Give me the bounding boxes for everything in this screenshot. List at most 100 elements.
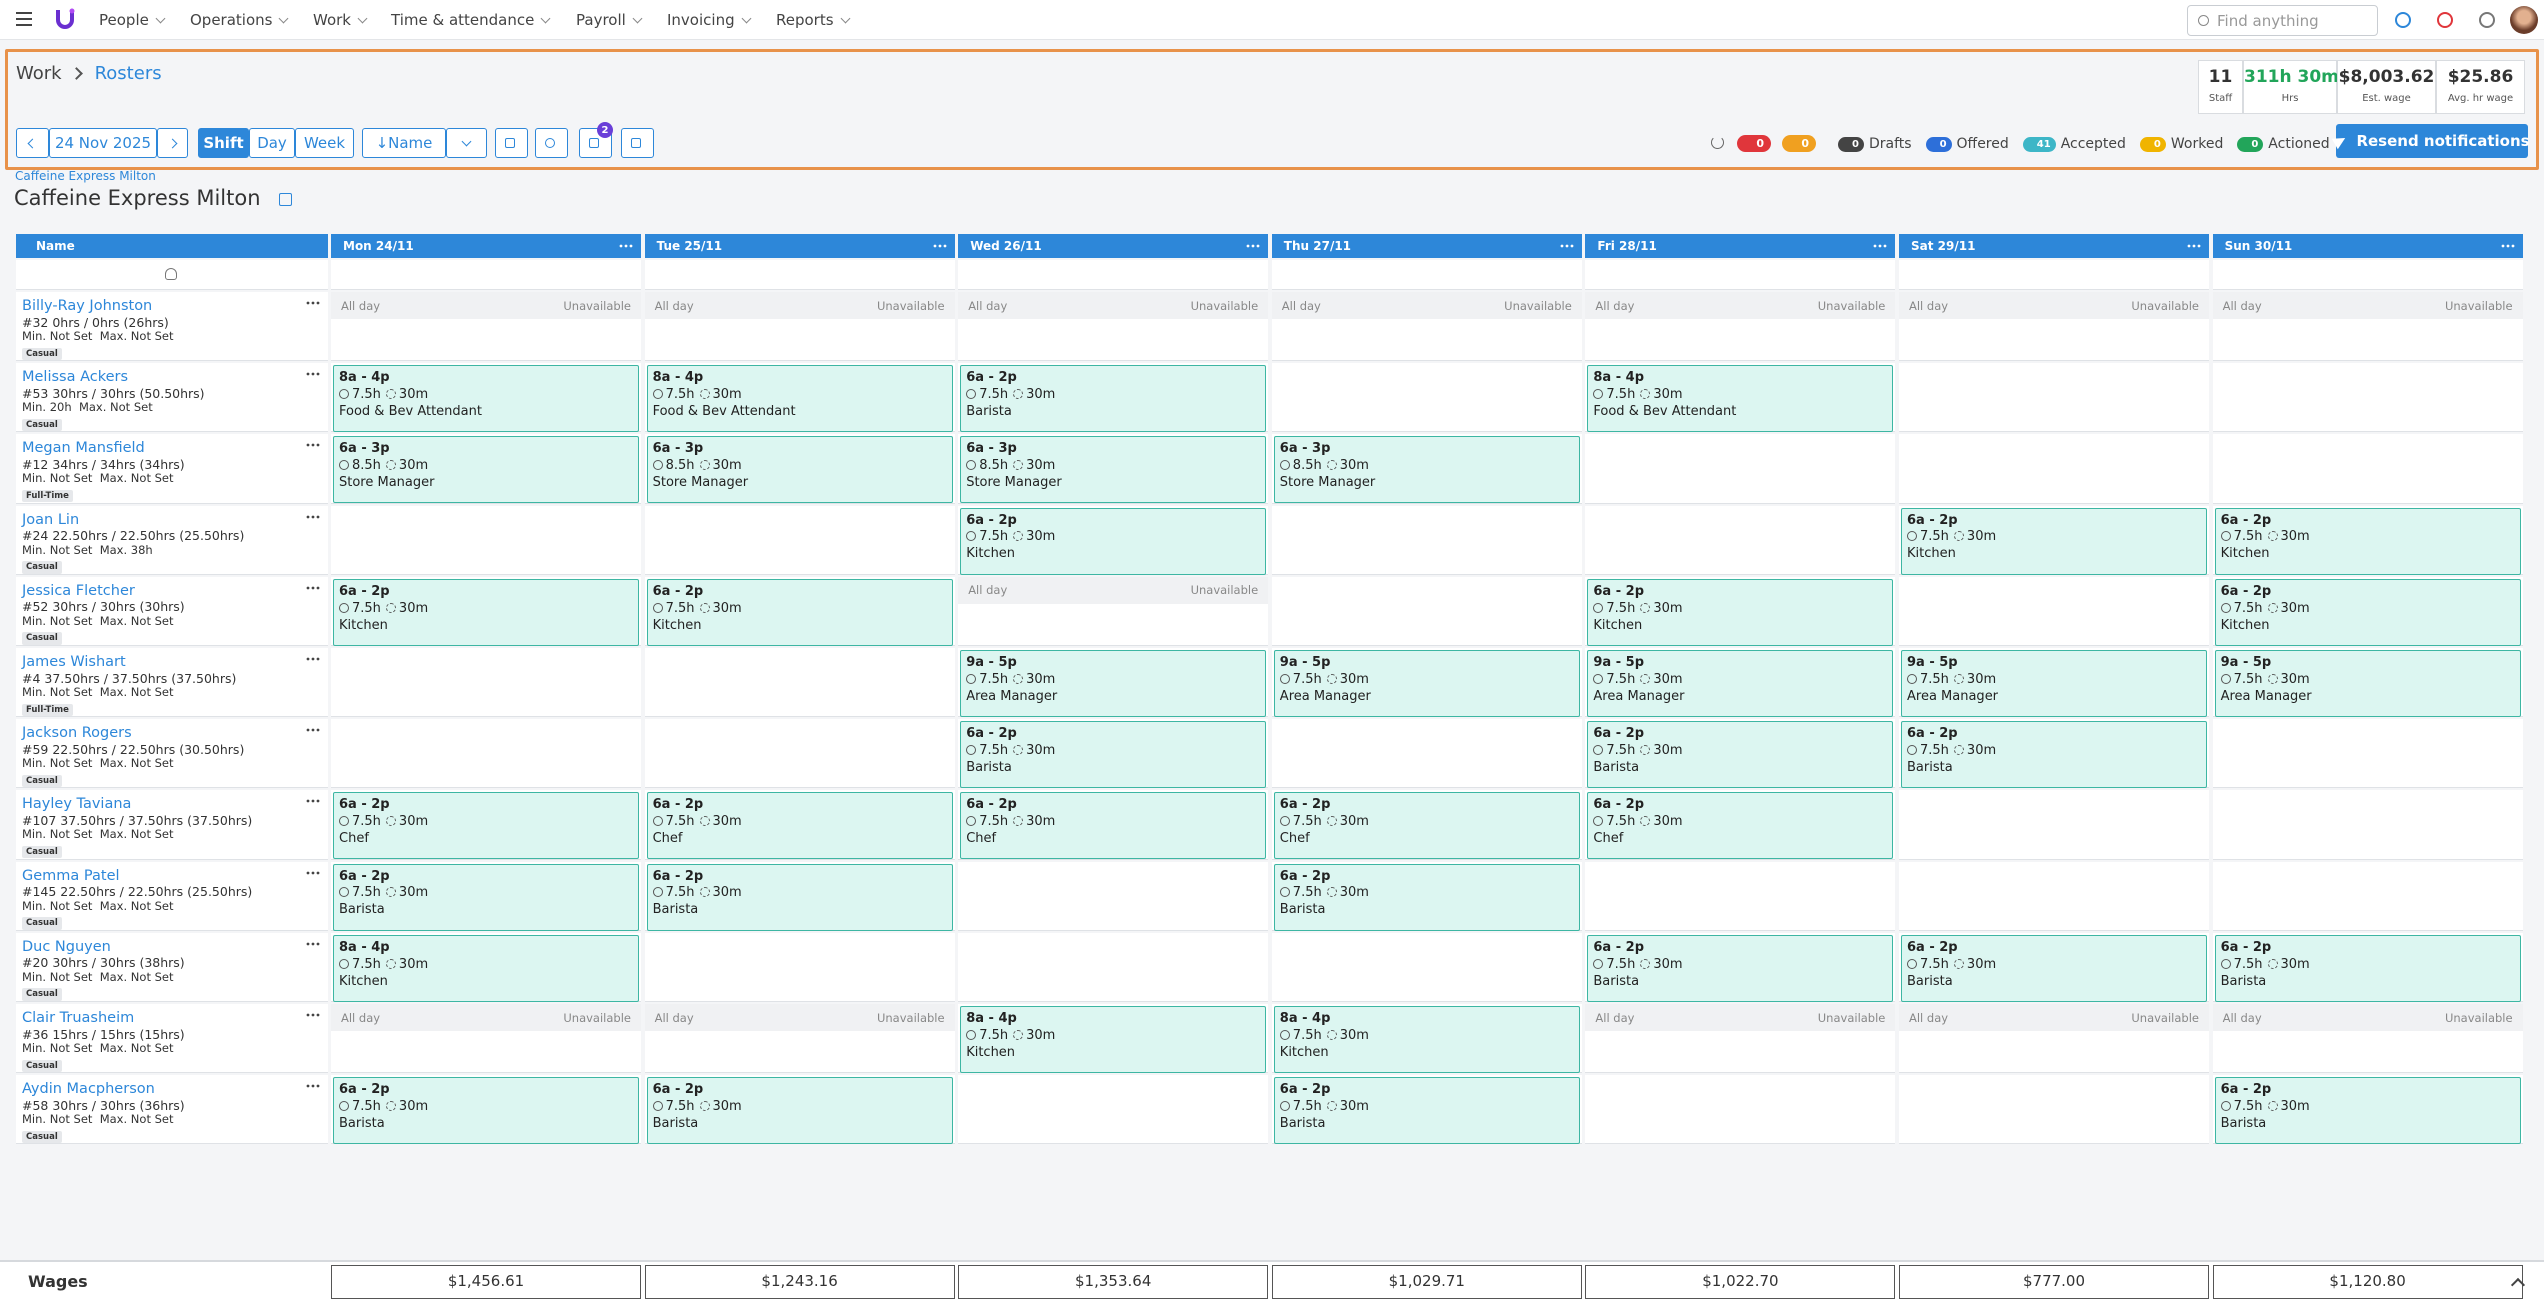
day-cell[interactable]: 6a - 2p 7.5h 30m Kitchen <box>1585 576 1896 646</box>
day-cell[interactable]: 6a - 2p 7.5h 30m Kitchen <box>2212 505 2523 575</box>
day-cell[interactable] <box>2212 719 2523 789</box>
more-menu[interactable] <box>306 586 320 590</box>
staff-name[interactable]: James Wishart <box>22 654 126 670</box>
day-cell[interactable]: All day Unavailable <box>958 292 1269 362</box>
staff-name[interactable]: Duc Nguyen <box>22 938 111 955</box>
day-cell[interactable]: 6a - 3p 8.5h 30m Store Manager <box>331 434 641 504</box>
day-cell[interactable]: 6a - 2p 7.5h 30m Chef <box>644 790 955 860</box>
shift-card[interactable]: 6a - 2p 7.5h 30m Chef <box>333 792 639 860</box>
shift-card[interactable]: 6a - 2p 7.5h 30m Kitchen <box>2214 578 2521 646</box>
view-toggle[interactable]: Week <box>295 128 354 158</box>
more-menu[interactable] <box>306 942 320 946</box>
shift-card[interactable]: 8a - 4p 7.5h 30m Kitchen <box>333 934 639 1002</box>
day-cell[interactable]: 6a - 2p 7.5h 30m Barista <box>644 1075 955 1145</box>
day-cell[interactable] <box>2212 363 2523 433</box>
tool-button[interactable] <box>535 128 568 158</box>
nav-item[interactable]: Invoicing <box>667 9 752 31</box>
more-menu[interactable] <box>619 244 633 248</box>
day-cell[interactable]: 6a - 2p 7.5h 30m Barista <box>2212 1075 2523 1145</box>
shift-card[interactable]: 6a - 2p 7.5h 30m Barista <box>1273 863 1580 931</box>
day-cell[interactable] <box>1899 1075 2209 1145</box>
day-cell[interactable] <box>1271 363 1582 433</box>
day-cell[interactable]: All day Unavailable <box>331 1004 641 1074</box>
day-cell[interactable]: 8a - 4p 7.5h 30m Food & Bev Attendant <box>1585 363 1896 433</box>
day-header[interactable]: Sun 30/11 <box>2212 234 2523 258</box>
view-toggle[interactable]: Day <box>249 128 295 158</box>
more-menu[interactable] <box>306 799 320 803</box>
more-menu[interactable] <box>306 657 320 661</box>
day-cell[interactable] <box>1899 861 2209 931</box>
refresh-icon[interactable] <box>1711 136 1724 149</box>
more-menu[interactable] <box>306 728 320 732</box>
day-cell[interactable]: 6a - 2p 7.5h 30m Kitchen <box>958 505 1269 575</box>
day-cell[interactable]: 6a - 2p 7.5h 30m Barista <box>1271 1075 1582 1145</box>
shift-card[interactable]: 6a - 3p 8.5h 30m Store Manager <box>646 436 953 504</box>
more-menu[interactable] <box>2187 244 2201 248</box>
day-cell[interactable]: 6a - 2p 7.5h 30m Chef <box>331 790 641 860</box>
staff-name[interactable]: Joan Lin <box>22 511 80 528</box>
day-cell[interactable] <box>1585 505 1896 575</box>
shift-card[interactable]: 6a - 2p 7.5h 30m Kitchen <box>960 507 1267 575</box>
day-cell[interactable]: 6a - 2p 7.5h 30m Chef <box>1271 790 1582 860</box>
shift-card[interactable]: 6a - 2p 7.5h 30m Barista <box>1901 721 2207 789</box>
location-link[interactable]: Caffeine Express Milton <box>15 169 156 183</box>
shift-card[interactable]: 9a - 5p 7.5h 30m Area Manager <box>2214 650 2521 717</box>
shift-card[interactable]: 6a - 2p 7.5h 30m Barista <box>2214 1077 2521 1145</box>
shift-card[interactable]: 6a - 2p 7.5h 30m Barista <box>1901 934 2207 1002</box>
day-cell[interactable]: All day Unavailable <box>1585 292 1896 362</box>
alert-badge[interactable]: 0 <box>1782 135 1816 152</box>
more-menu[interactable] <box>1873 244 1887 248</box>
day-cell[interactable]: 6a - 2p 7.5h 30m Chef <box>958 790 1269 860</box>
more-menu[interactable] <box>2501 244 2515 248</box>
day-cell[interactable] <box>644 932 955 1002</box>
shift-card[interactable]: 6a - 2p 7.5h 30m Kitchen <box>1901 507 2207 575</box>
shift-card[interactable]: 6a - 2p 7.5h 30m Chef <box>1273 792 1580 860</box>
day-cell[interactable]: 6a - 3p 8.5h 30m Store Manager <box>1271 434 1582 504</box>
shift-card[interactable]: 6a - 2p 7.5h 30m Barista <box>1587 934 1894 1002</box>
shift-card[interactable]: 6a - 2p 7.5h 30m Barista <box>960 721 1267 789</box>
day-cell[interactable]: 6a - 2p 7.5h 30m Kitchen <box>2212 576 2523 646</box>
nav-icon[interactable] <box>2395 12 2411 28</box>
day-cell[interactable] <box>958 932 1269 1002</box>
add-staff-icon[interactable] <box>165 268 177 280</box>
more-menu[interactable] <box>1560 244 1574 248</box>
shift-card[interactable]: 8a - 4p 7.5h 30m Kitchen <box>1273 1006 1580 1073</box>
day-cell[interactable]: 6a - 2p 7.5h 30m Barista <box>331 861 641 931</box>
day-header[interactable]: Wed 26/11 <box>958 234 1269 258</box>
shift-card[interactable]: 8a - 4p 7.5h 30m Food & Bev Attendant <box>1587 365 1894 433</box>
breadcrumb-item[interactable]: Work <box>16 62 62 84</box>
staff-name[interactable]: Jackson Rogers <box>22 725 132 742</box>
view-toggle[interactable]: Shift <box>198 128 249 158</box>
more-menu[interactable] <box>306 871 320 875</box>
sort-dropdown[interactable] <box>446 128 487 158</box>
day-cell[interactable] <box>644 648 955 718</box>
day-cell[interactable]: 6a - 3p 8.5h 30m Store Manager <box>644 434 955 504</box>
day-cell[interactable]: 6a - 2p 7.5h 30m Barista <box>331 1075 641 1145</box>
shift-card[interactable]: 8a - 4p 7.5h 30m Food & Bev Attendant <box>333 365 639 433</box>
day-cell[interactable]: 6a - 2p 7.5h 30m Barista <box>1585 932 1896 1002</box>
day-cell[interactable] <box>1585 1075 1896 1145</box>
more-menu[interactable] <box>306 301 320 305</box>
staff-name[interactable]: Aydin Macpherson <box>22 1081 155 1098</box>
day-cell[interactable]: 8a - 4p 7.5h 30m Food & Bev Attendant <box>331 363 641 433</box>
day-cell[interactable] <box>1899 363 2209 433</box>
shift-card[interactable]: 6a - 2p 7.5h 30m Chef <box>646 792 953 860</box>
day-cell[interactable]: 6a - 2p 7.5h 30m Barista <box>644 861 955 931</box>
day-cell[interactable]: 8a - 4p 7.5h 30m Kitchen <box>1271 1004 1582 1074</box>
day-cell[interactable]: 9a - 5p 7.5h 30m Area Manager <box>1271 648 1582 718</box>
day-cell[interactable]: All day Unavailable <box>644 1004 955 1074</box>
staff-name[interactable]: Jessica Fletcher <box>22 582 135 599</box>
day-cell[interactable]: 6a - 2p 7.5h 30m Barista <box>958 719 1269 789</box>
nav-item[interactable]: People <box>99 9 166 31</box>
tool-button[interactable] <box>621 128 654 158</box>
resend-button[interactable]: Resend notifications <box>2332 124 2530 158</box>
day-cell[interactable]: 6a - 2p 7.5h 30m Kitchen <box>331 576 641 646</box>
shift-card[interactable]: 6a - 2p 7.5h 30m Kitchen <box>646 578 953 646</box>
day-cell[interactable] <box>1271 719 1582 789</box>
day-header[interactable]: Sat 29/11 <box>1899 234 2209 258</box>
shift-card[interactable]: 6a - 2p 7.5h 30m Barista <box>646 1077 953 1145</box>
day-cell[interactable] <box>958 861 1269 931</box>
more-menu[interactable] <box>306 1013 320 1017</box>
more-menu[interactable] <box>306 1084 320 1088</box>
shift-card[interactable]: 6a - 2p 7.5h 30m Barista <box>333 863 639 931</box>
